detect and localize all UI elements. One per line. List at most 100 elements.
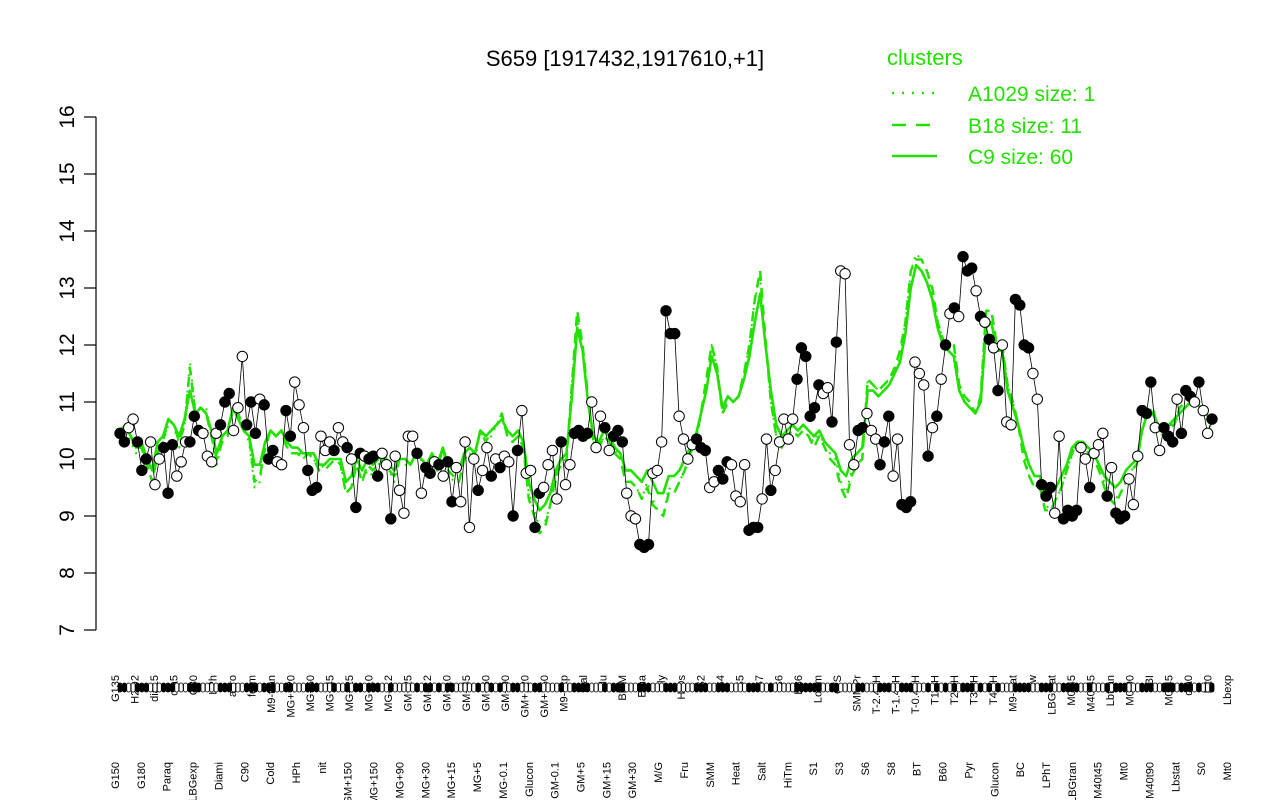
x-marker [1165, 682, 1171, 693]
x-marker [772, 682, 778, 693]
x-marker [239, 682, 245, 693]
data-point [463, 521, 476, 534]
data-point [149, 478, 161, 491]
y-tick-label: 10 [56, 447, 79, 470]
data-point [188, 410, 200, 422]
data-point [1014, 299, 1026, 311]
data-point [1022, 342, 1035, 354]
x-marker [1161, 682, 1167, 693]
x-marker [161, 682, 167, 693]
x-marker [995, 682, 1001, 693]
x-marker [248, 682, 254, 693]
x-marker [742, 682, 748, 693]
x-marker [724, 682, 730, 693]
x-marker [318, 682, 324, 693]
x-marker [619, 682, 625, 693]
data-point [328, 444, 340, 457]
x-category-label: Cold [265, 762, 277, 785]
x-marker [847, 682, 852, 693]
x-marker [1026, 682, 1031, 693]
x-marker [1034, 682, 1040, 693]
x-category-label: LBGexp [188, 762, 200, 800]
point-connector [119, 256, 1213, 548]
data-point [398, 507, 410, 519]
x-marker [1004, 682, 1010, 693]
x-marker [576, 682, 582, 693]
x-marker [1126, 682, 1132, 693]
x-marker [864, 682, 870, 693]
data-point [765, 484, 777, 497]
x-category-label: C90 [239, 762, 251, 782]
x-marker [1043, 682, 1049, 693]
data-point [970, 285, 982, 297]
x-category-label: Salt [757, 762, 769, 781]
x-marker [681, 682, 686, 693]
x-marker [357, 682, 363, 693]
y-axis: 7 8 9 10 11 12 13 14 15 16 [56, 105, 97, 636]
x-marker [781, 682, 787, 693]
data-point [1132, 450, 1144, 462]
x-marker [370, 682, 376, 693]
data-point [861, 407, 873, 420]
x-category-label: GM-0.1 [550, 762, 562, 799]
x-marker [209, 682, 215, 693]
data-point [144, 436, 157, 448]
data-point [952, 310, 965, 323]
x-category-label: MG-0.2 [383, 675, 395, 712]
x-marker [270, 682, 276, 693]
x-category-label: S3 [834, 762, 846, 775]
x-category-label: GM+15 [601, 762, 613, 798]
x-marker [1052, 682, 1058, 693]
x-marker [366, 682, 372, 693]
x-category-label: GM+25 [403, 675, 415, 711]
x-marker [842, 682, 848, 693]
x-marker [873, 682, 879, 693]
x-marker [921, 682, 927, 693]
x-marker [257, 682, 263, 693]
x-marker [340, 682, 346, 693]
data-point [267, 444, 279, 457]
x-marker [938, 682, 944, 693]
x-marker [170, 682, 175, 693]
x-marker [532, 682, 538, 693]
chart-title: S659 [1917432,1917610,+1] [486, 46, 764, 71]
data-point [586, 396, 598, 408]
x-marker [624, 682, 630, 693]
data-point [171, 470, 183, 482]
y-tick-label: 15 [56, 162, 79, 185]
x-category-label: Glucon [989, 762, 1001, 797]
x-marker [973, 682, 979, 693]
x-marker [1130, 682, 1136, 693]
data-point [1123, 473, 1135, 485]
x-marker [309, 682, 315, 693]
x-category-label: M40t45 [1085, 675, 1097, 712]
x-marker [1157, 682, 1162, 693]
x-marker [663, 682, 669, 693]
data-point [629, 513, 642, 525]
x-category-label: MG+150 [369, 762, 381, 800]
x-marker [213, 682, 219, 693]
x-marker [418, 682, 424, 693]
data-point [891, 433, 904, 445]
data-point [140, 453, 152, 465]
data-point [1171, 393, 1183, 405]
x-marker [777, 682, 782, 693]
data-point [918, 379, 930, 391]
x-marker [1087, 682, 1093, 693]
x-category-label: B60 [938, 762, 950, 782]
x-marker [139, 682, 145, 693]
x-marker [488, 682, 494, 693]
data-point [345, 453, 358, 465]
data-point [1070, 504, 1083, 516]
data-point [559, 478, 572, 491]
x-marker [641, 682, 647, 693]
x-marker [143, 682, 149, 693]
y-tick-label: 12 [56, 333, 79, 356]
data-point [284, 430, 297, 442]
x-category-label: Mt0 [1222, 762, 1234, 780]
x-marker [659, 682, 665, 693]
x-marker [200, 682, 206, 693]
data-point [874, 459, 886, 471]
x-marker [903, 682, 909, 693]
x-category-label: M40t45 [1093, 762, 1105, 799]
